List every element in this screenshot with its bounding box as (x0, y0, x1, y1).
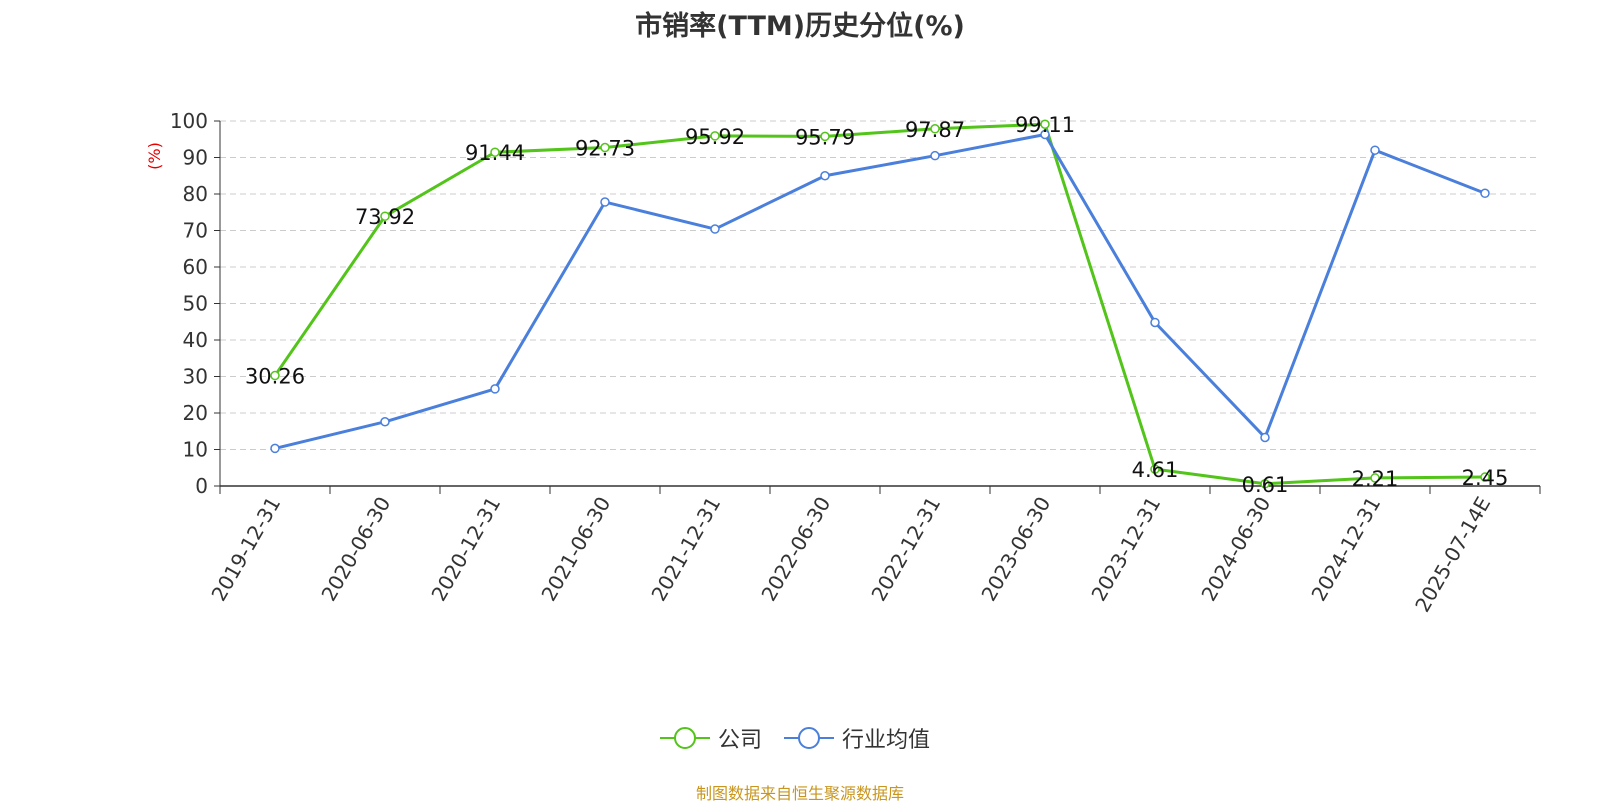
legend-marker-industry (784, 727, 835, 749)
data-labels: 30.26 73.92 91.44 92.73 95.92 95.79 97.87 99.11… (245, 113, 1508, 497)
industry-point (1260, 432, 1270, 443)
axes: 0 10 20 30 40 50 60 70 80 90 100 2019-12-31 2020-06-… (170, 109, 1541, 617)
company-point (490, 147, 500, 157)
data-label: 4.61 (1132, 458, 1179, 482)
company-point (820, 131, 830, 142)
y-axis-label: (%) (145, 142, 164, 170)
data-label: 2.45 (1462, 466, 1509, 490)
legend: 公司 行业均值 (660, 722, 930, 754)
legend-label-company: 公司 (718, 728, 763, 753)
data-label: 97.87 (905, 118, 965, 142)
x-tick-label: 2023-12-31 (1086, 493, 1165, 606)
industry-point (1480, 188, 1490, 199)
legend-label-industry: 行业均值 (842, 728, 931, 753)
industry-point (380, 417, 390, 427)
data-label: 99.11 (1015, 113, 1075, 137)
data-label: 91.44 (465, 141, 525, 165)
legend-item-industry[interactable]: 行业均值 (784, 722, 930, 754)
industry-point (1040, 129, 1050, 140)
y-tick-label: 50 (183, 292, 208, 316)
data-label: 0.61 (1242, 473, 1289, 497)
industry-point (820, 171, 830, 181)
industry-point (1370, 145, 1380, 155)
company-line (273, 122, 1486, 486)
company-point (600, 142, 610, 153)
y-tick-label: 0 (195, 474, 208, 498)
y-tick-label: 70 (183, 219, 208, 243)
x-tick-label: 2021-12-31 (646, 493, 725, 606)
source-note: 制图数据来自恒生聚源数据库 (695, 784, 904, 803)
industry-point (600, 197, 610, 207)
x-tick-label: 2019-12-31 (206, 493, 285, 606)
x-tick-label: 2022-12-31 (866, 493, 945, 606)
data-label: 95.79 (795, 125, 855, 149)
data-label: 92.73 (575, 137, 635, 161)
y-tick-label: 90 (183, 146, 208, 170)
x-tick-label: 2023-06-30 (976, 493, 1055, 606)
y-tick-label: 60 (183, 255, 208, 279)
company-point (1040, 119, 1050, 129)
x-tick-label: 2020-06-30 (316, 493, 395, 606)
company-point (270, 370, 280, 381)
x-tick-label: 2022-06-30 (756, 493, 835, 606)
grid-lines (220, 120, 1540, 450)
industry-point (1150, 317, 1160, 328)
company-point (1480, 472, 1490, 482)
company-point (710, 131, 720, 141)
x-tick-label: 2025-07-14E (1410, 493, 1495, 617)
company-point (1260, 479, 1270, 489)
y-tick-label: 80 (183, 182, 208, 206)
company-point (1150, 464, 1160, 474)
company-point (1370, 473, 1380, 483)
x-tick-label: 2024-12-31 (1306, 493, 1385, 606)
data-label: 95.92 (685, 125, 745, 149)
industry-point (710, 224, 720, 234)
y-tick-label: 10 (183, 438, 208, 462)
industry-point (490, 384, 500, 394)
data-label: 30.26 (245, 365, 305, 389)
industry-point (270, 443, 280, 454)
y-tick-label: 20 (183, 401, 208, 425)
industry-point (930, 150, 940, 161)
company-point (930, 124, 940, 134)
industry-line (274, 133, 1486, 450)
company-point (380, 211, 390, 221)
chart-title: 市销率(TTM)历史分位(%) (635, 11, 965, 42)
y-tick-label: 40 (183, 328, 208, 352)
data-label: 2.21 (1352, 467, 1399, 491)
x-tick-label: 2020-12-31 (426, 493, 505, 606)
y-tick-label: 30 (183, 365, 208, 389)
series-lines (270, 119, 1490, 489)
data-label: 73.92 (355, 205, 415, 229)
x-tick-label: 2021-06-30 (536, 493, 615, 606)
x-tick-label: 2024-06-30 (1196, 493, 1275, 606)
legend-marker-company (660, 727, 710, 749)
legend-item-company[interactable]: 公司 (660, 722, 762, 754)
y-tick-label: 100 (170, 109, 208, 133)
